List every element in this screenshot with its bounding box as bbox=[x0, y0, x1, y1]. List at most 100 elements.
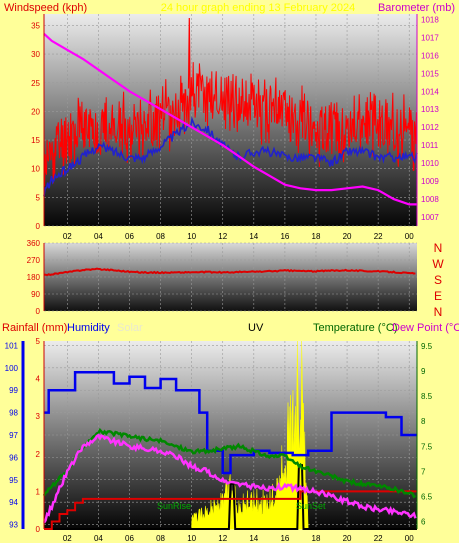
dewpoint-label: Dew Point (°C) bbox=[392, 322, 459, 334]
temperature-label: Temperature (°C) bbox=[313, 322, 397, 334]
humidity-tick-label: 99 bbox=[9, 386, 18, 395]
barometer-tick-label: 1009 bbox=[421, 177, 439, 186]
uv-label: UV bbox=[248, 322, 264, 334]
humidity-axis: 93 94 95 96 97 98 99 100 101 bbox=[5, 341, 19, 529]
humidity-tick-label: 93 bbox=[9, 521, 18, 530]
barometer-tick-label: 1017 bbox=[421, 33, 439, 42]
temperature-tick-label: 8.5 bbox=[421, 392, 433, 401]
x-tick-label: 04 bbox=[94, 232, 103, 241]
windspeed-series bbox=[43, 62, 418, 187]
top-panel: Windspeed (kph) 24 hour graph ending 13 … bbox=[4, 2, 455, 241]
humidity-tick-label: 94 bbox=[9, 498, 18, 507]
barometer-axis: 1007 1008 1009 1010 1011 1012 1013 1014 1015 1016… bbox=[421, 15, 439, 222]
barometer-tick-label: 1008 bbox=[421, 195, 439, 204]
x-tick-label: 20 bbox=[343, 534, 352, 543]
compass-letters: N W S E N bbox=[432, 241, 444, 319]
temperature-tick-label: 6 bbox=[421, 517, 426, 526]
compass-letter: E bbox=[434, 289, 442, 303]
compass-letter: N bbox=[434, 241, 443, 255]
windspeed-tick-label: 20 bbox=[31, 107, 40, 116]
solar-label: Solar bbox=[117, 322, 143, 334]
x-tick-label: 18 bbox=[312, 534, 321, 543]
x-tick-label: 22 bbox=[374, 232, 383, 241]
rainfall-tick-label: 5 bbox=[36, 337, 41, 346]
graph-title: 24 hour graph ending 13 February 2024 bbox=[161, 2, 355, 14]
x-tick-label: 20 bbox=[343, 232, 352, 241]
temperature-series bbox=[42, 427, 417, 499]
barometer-axis-title: Barometer (mb) bbox=[378, 2, 455, 14]
temperature-tick-label: 7 bbox=[421, 467, 426, 476]
humidity-tick-label: 97 bbox=[9, 431, 18, 440]
direction-tick-label: 360 bbox=[27, 239, 41, 248]
windspeed-tick-label: 30 bbox=[31, 50, 40, 59]
x-tick-label: 10 bbox=[187, 232, 196, 241]
humidity-tick-label: 101 bbox=[5, 341, 19, 350]
temperature-tick-label: 9 bbox=[421, 367, 426, 376]
windspeed-tick-label: 25 bbox=[31, 79, 40, 88]
direction-grid bbox=[44, 242, 417, 312]
barometer-tick-label: 1007 bbox=[421, 213, 439, 222]
solar-series bbox=[191, 340, 309, 530]
windspeed-tick-label: 10 bbox=[31, 165, 40, 174]
temperature-tick-label: 9.5 bbox=[421, 342, 433, 351]
rainfall-axis: 0 1 2 3 4 5 bbox=[36, 337, 41, 534]
barometer-tick-label: 1015 bbox=[421, 69, 439, 78]
x-tick-label: 00 bbox=[405, 534, 414, 543]
windspeed-peak bbox=[187, 17, 191, 100]
x-tick-label: 10 bbox=[187, 534, 196, 543]
top-x-axis: 02 04 06 08 10 12 14 16 18 20 22 00 bbox=[63, 232, 414, 241]
x-tick-label: 12 bbox=[218, 232, 227, 241]
humidity-tick-label: 98 bbox=[9, 409, 18, 418]
x-tick-label: 02 bbox=[63, 232, 72, 241]
compass-letter: S bbox=[434, 273, 442, 287]
windspeed-axis: 0 5 10 15 20 25 30 35 bbox=[31, 21, 40, 231]
humidity-tick-label: 100 bbox=[5, 364, 19, 373]
x-tick-label: 16 bbox=[280, 534, 289, 543]
barometer-tick-label: 1016 bbox=[421, 51, 439, 60]
top-series bbox=[43, 17, 418, 206]
dewpoint-series bbox=[42, 433, 417, 524]
x-tick-label: 12 bbox=[218, 534, 227, 543]
rainfall-label: Rainfall (mm) bbox=[2, 322, 67, 334]
x-tick-label: 04 bbox=[94, 534, 103, 543]
x-tick-label: 16 bbox=[280, 232, 289, 241]
direction-plot-area bbox=[44, 243, 417, 311]
x-tick-label: 06 bbox=[125, 534, 134, 543]
direction-tick-label: 90 bbox=[31, 290, 40, 299]
direction-series bbox=[43, 267, 416, 277]
bottom-panel: Rainfall (mm) Humidity Solar UV Temperat… bbox=[2, 322, 459, 543]
temperature-axis: 6 6.5 7 7.5 8 8.5 9 9.5 bbox=[421, 342, 433, 526]
compass-letter: N bbox=[434, 305, 443, 319]
humidity-tick-label: 96 bbox=[9, 453, 18, 462]
barometer-tick-label: 1010 bbox=[421, 159, 439, 168]
direction-tick-label: 270 bbox=[27, 256, 41, 265]
barometer-tick-label: 1011 bbox=[421, 141, 439, 150]
barometer-tick-label: 1012 bbox=[421, 123, 439, 132]
sunrise-label: SunRise bbox=[157, 501, 191, 511]
windspeed-tick-label: 15 bbox=[31, 136, 40, 145]
bottom-x-axis: 02 04 06 08 10 12 14 16 18 20 22 00 bbox=[63, 534, 414, 543]
x-tick-label: 18 bbox=[312, 232, 321, 241]
wind-direction-series bbox=[43, 267, 416, 277]
x-tick-label: 02 bbox=[63, 534, 72, 543]
windspeed-tick-label: 35 bbox=[31, 21, 40, 30]
x-tick-label: 06 bbox=[125, 232, 134, 241]
direction-tick-label: 0 bbox=[36, 307, 41, 316]
x-tick-label: 00 bbox=[405, 232, 414, 241]
windspeed-tick-label: 5 bbox=[36, 193, 41, 202]
temperature-tick-label: 8 bbox=[421, 417, 426, 426]
direction-panel: 0 90 180 270 360 N W S E N bbox=[27, 239, 445, 319]
rainfall-tick-label: 2 bbox=[36, 450, 41, 459]
windspeed-tick-label: 0 bbox=[36, 222, 41, 231]
x-tick-label: 14 bbox=[249, 232, 258, 241]
compass-letter: W bbox=[432, 257, 444, 271]
x-tick-label: 08 bbox=[156, 232, 165, 241]
direction-axis: 0 90 180 270 360 bbox=[27, 239, 41, 316]
bottom-series bbox=[42, 340, 417, 530]
rainfall-tick-label: 4 bbox=[36, 375, 41, 384]
rainfall-tick-label: 0 bbox=[36, 525, 41, 534]
humidity-label: Humidity bbox=[67, 322, 110, 334]
windspeed-axis-title: Windspeed (kph) bbox=[4, 2, 87, 14]
barometer-series bbox=[43, 32, 417, 206]
